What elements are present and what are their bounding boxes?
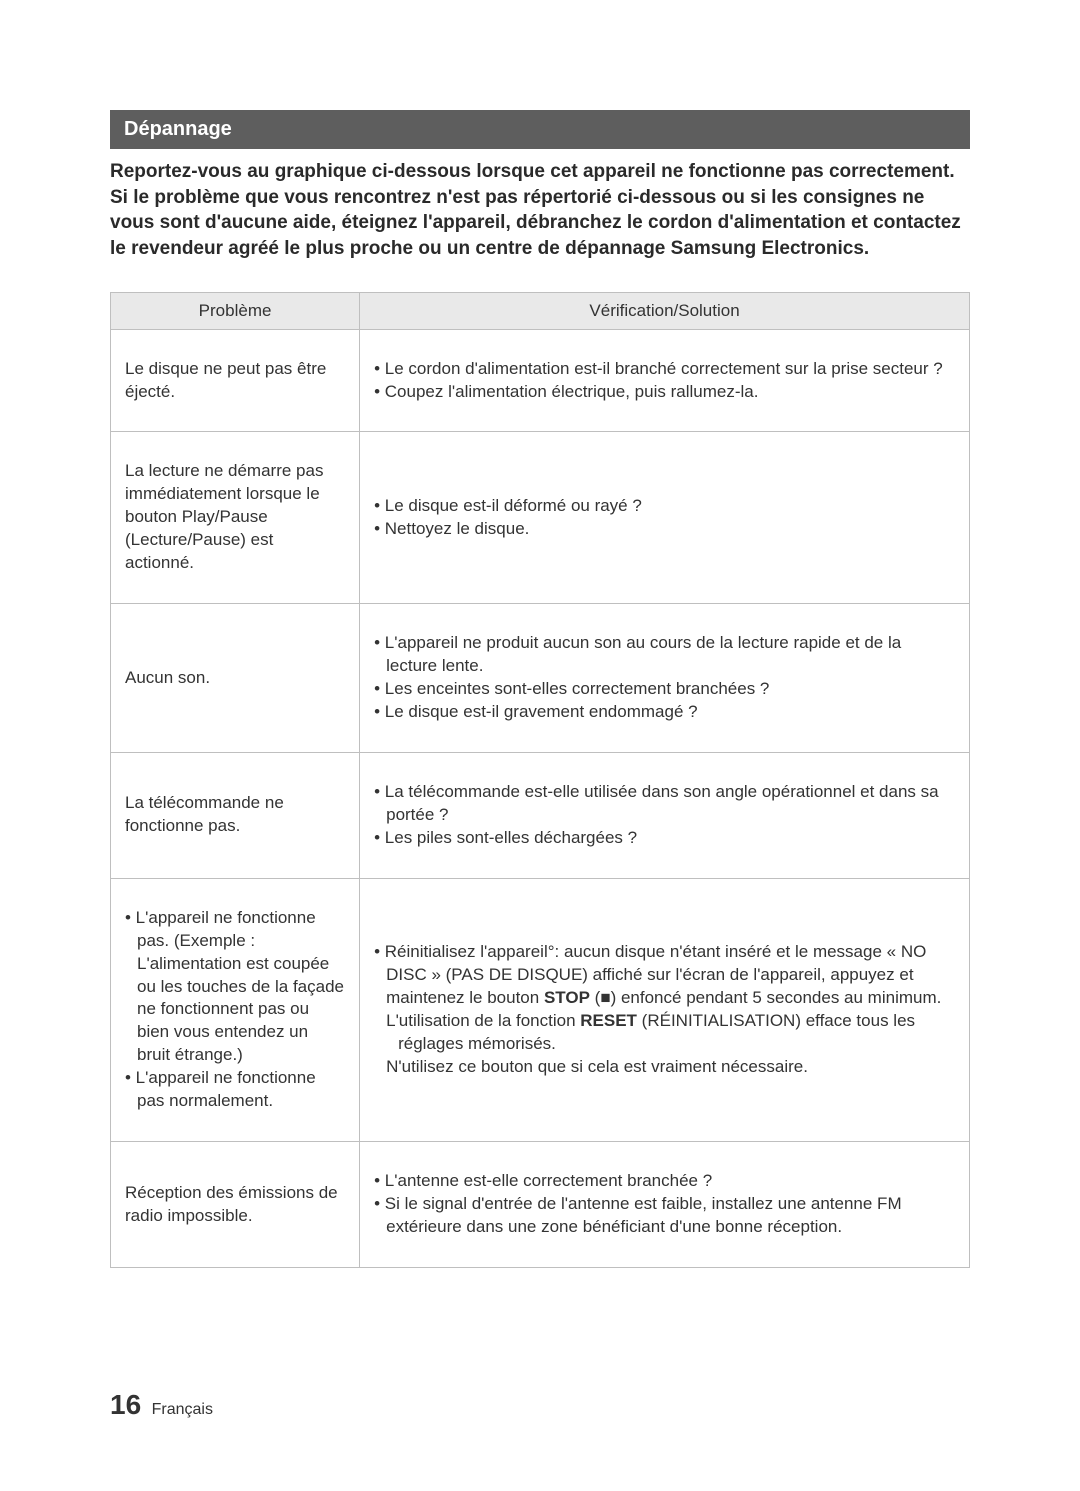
problem-cell: Le disque ne peut pas être éjecté.: [111, 329, 360, 432]
page-language: Français: [152, 1401, 213, 1418]
solution-cell: • Le cordon d'alimentation est-il branch…: [360, 329, 970, 432]
table-row: Aucun son. • L'appareil ne produit aucun …: [111, 604, 970, 753]
solution-line: • Les enceintes sont-elles correctement …: [374, 678, 955, 701]
solution-line: • La télécommande est-elle utilisée dans…: [374, 781, 955, 827]
problem-cell: • L'appareil ne fonctionne pas. (Exemple…: [111, 878, 360, 1141]
intro-paragraph: Reportez-vous au graphique ci-dessous lo…: [110, 159, 970, 262]
solution-cell: • Le disque est-il déformé ou rayé ?• Ne…: [360, 432, 970, 604]
solution-line: • Le disque est-il déformé ou rayé ?: [374, 495, 955, 518]
solution-cell: • L'antenne est-elle correctement branch…: [360, 1142, 970, 1268]
table-row: La lecture ne démarre pas immédiatement …: [111, 432, 970, 604]
problem-cell: Aucun son.: [111, 604, 360, 753]
page-number: 16: [110, 1389, 141, 1420]
solution-line: • Le disque est-il gravement endommagé ?: [374, 701, 955, 724]
problem-cell: La lecture ne démarre pas immédiatement …: [111, 432, 360, 604]
solution-line: • Le cordon d'alimentation est-il branch…: [374, 358, 955, 381]
table-row: Le disque ne peut pas être éjecté. • Le c…: [111, 329, 970, 432]
solution-line: • Réinitialisez l'appareil°: aucun disqu…: [374, 941, 955, 1079]
header-solution: Vérification/Solution: [360, 292, 970, 329]
section-title: Dépannage: [110, 110, 970, 149]
table-row: La télécommande ne fonctionne pas. • La t…: [111, 752, 970, 878]
table-header-row: Problème Vérification/Solution: [111, 292, 970, 329]
problem-cell: La télécommande ne fonctionne pas.: [111, 752, 360, 878]
solution-line: • L'appareil ne produit aucun son au cou…: [374, 632, 955, 678]
solution-line: • Nettoyez le disque.: [374, 518, 955, 541]
troubleshoot-table: Problème Vérification/Solution Le disque…: [110, 292, 970, 1268]
header-problem: Problème: [111, 292, 360, 329]
solution-line: • L'antenne est-elle correctement branch…: [374, 1170, 955, 1193]
problem-line: • L'appareil ne fonctionne pas normaleme…: [125, 1067, 345, 1113]
solution-cell: • L'appareil ne produit aucun son au cou…: [360, 604, 970, 753]
table-row: Réception des émissions de radio impossi…: [111, 1142, 970, 1268]
problem-line: • L'appareil ne fonctionne pas. (Exemple…: [125, 907, 345, 1068]
problem-cell: Réception des émissions de radio impossi…: [111, 1142, 360, 1268]
solution-line: • Les piles sont-elles déchargées ?: [374, 827, 955, 850]
page-footer: 16 Français: [110, 1389, 213, 1421]
solution-line: • Coupez l'alimentation électrique, puis…: [374, 381, 955, 404]
solution-line: • Si le signal d'entrée de l'antenne est…: [374, 1193, 955, 1239]
solution-cell: • La télécommande est-elle utilisée dans…: [360, 752, 970, 878]
table-row: • L'appareil ne fonctionne pas. (Exemple…: [111, 878, 970, 1141]
solution-cell: • Réinitialisez l'appareil°: aucun disqu…: [360, 878, 970, 1141]
